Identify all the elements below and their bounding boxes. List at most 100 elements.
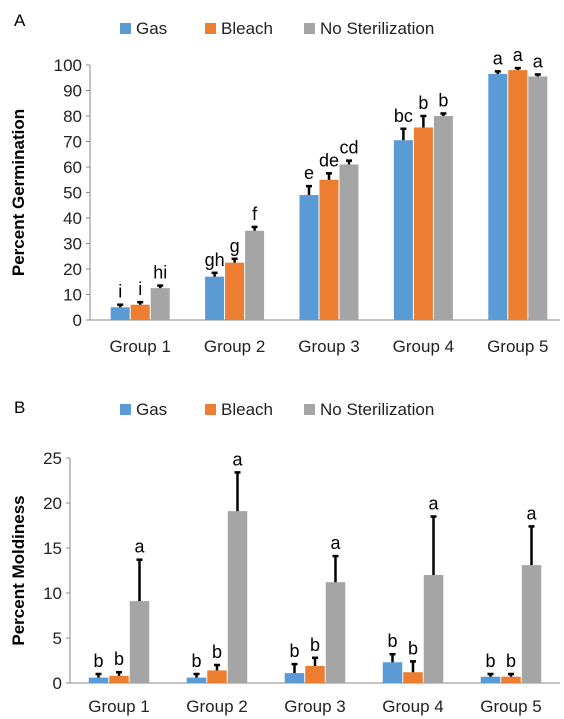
bar-bleach xyxy=(207,670,227,683)
significance-letter: b xyxy=(114,649,124,669)
bar-no-sterilization xyxy=(423,575,444,683)
y-axis-title: Percent Moldiness xyxy=(9,495,28,645)
x-tick-label: Group 2 xyxy=(186,697,247,716)
bar-bleach xyxy=(413,127,433,320)
bar-bleach xyxy=(109,675,129,683)
panel-label: B xyxy=(14,398,25,417)
legend-label: Gas xyxy=(136,19,167,38)
significance-letter: a xyxy=(428,494,439,514)
x-tick-label: Group 5 xyxy=(487,337,548,356)
significance-letter: b xyxy=(93,651,103,671)
significance-letter: g xyxy=(230,236,240,256)
bar-no-sterilization xyxy=(129,601,150,683)
significance-letter: b xyxy=(310,635,320,655)
significance-letter: b xyxy=(485,651,495,671)
bar-gas xyxy=(110,307,130,320)
bar-gas xyxy=(186,677,207,683)
x-tick-label: Group 4 xyxy=(393,337,454,356)
y-tick-label: 10 xyxy=(43,584,62,603)
legend-label: Gas xyxy=(136,400,167,419)
significance-letter: b xyxy=(506,651,516,671)
bar-no-sterilization xyxy=(150,288,170,320)
y-tick-label: 20 xyxy=(63,260,82,279)
significance-letter: hi xyxy=(153,263,167,283)
y-tick-label: 30 xyxy=(63,235,82,254)
y-tick-label: 90 xyxy=(63,82,82,101)
significance-letter: e xyxy=(304,163,314,183)
y-tick-label: 100 xyxy=(54,56,82,75)
x-tick-label: Group 3 xyxy=(298,337,359,356)
y-tick-label: 15 xyxy=(43,539,62,558)
bar-no-sterilization xyxy=(325,582,346,683)
bar-gas xyxy=(205,276,225,320)
y-axis-title: Percent Germination xyxy=(9,109,28,276)
bar-gas xyxy=(382,662,403,683)
bar-no-sterilization xyxy=(528,76,548,320)
bar-gas xyxy=(393,140,413,320)
legend-label: Bleach xyxy=(221,19,273,38)
y-tick-label: 20 xyxy=(43,494,62,513)
bar-gas xyxy=(88,677,109,683)
legend-label: No Sterilization xyxy=(320,19,434,38)
bar-bleach xyxy=(319,179,339,320)
chart-panel-b: B Gas Bleach No Sterilization 0 5 10 15 20 25 Perc… xyxy=(9,398,560,716)
x-tick-label: Group 5 xyxy=(480,697,541,716)
significance-letter: cd xyxy=(339,138,358,158)
bar-bleach xyxy=(225,262,245,320)
x-tick-label: Group 3 xyxy=(284,697,345,716)
significance-letter: a xyxy=(533,51,544,71)
bar-bleach xyxy=(501,676,521,683)
significance-letter: b xyxy=(408,638,418,658)
bar-no-sterilization xyxy=(245,230,265,320)
significance-letter: a xyxy=(513,45,524,65)
y-tick-label: 40 xyxy=(63,209,82,228)
significance-letter: de xyxy=(319,150,339,170)
significance-letter: a xyxy=(232,449,243,469)
legend-swatch xyxy=(120,23,131,34)
y-tick-label: 50 xyxy=(63,184,82,203)
x-tick-label: Group 4 xyxy=(382,697,443,716)
y-tick-label: 60 xyxy=(63,158,82,177)
significance-letter: i xyxy=(118,282,122,302)
x-tick-label: Group 1 xyxy=(88,697,149,716)
bar-bleach xyxy=(508,70,528,320)
significance-letter: b xyxy=(438,90,448,110)
legend-swatch xyxy=(205,404,216,415)
significance-letter: i xyxy=(138,279,142,299)
y-tick-label: 80 xyxy=(63,107,82,126)
bar-no-sterilization xyxy=(339,164,359,320)
significance-letter: a xyxy=(526,503,537,523)
significance-letter: a xyxy=(134,537,145,557)
legend-swatch xyxy=(205,23,216,34)
bar-no-sterilization xyxy=(227,511,248,683)
bar-gas xyxy=(480,676,501,683)
bar-gas xyxy=(299,195,319,320)
panel-label: A xyxy=(14,11,26,30)
bar-gas xyxy=(488,73,508,320)
y-tick-label: 70 xyxy=(63,133,82,152)
y-tick-label: 10 xyxy=(63,286,82,305)
significance-letter: b xyxy=(418,93,428,113)
significance-letter: b xyxy=(212,642,222,662)
y-tick-label: 5 xyxy=(53,629,62,648)
legend-label: No Sterilization xyxy=(320,400,434,419)
significance-letter: gh xyxy=(205,250,225,270)
significance-letter: a xyxy=(330,533,341,553)
bar-bleach xyxy=(403,672,423,683)
bar-bleach xyxy=(305,665,325,683)
significance-letter: b xyxy=(191,651,201,671)
bar-no-sterilization xyxy=(433,116,453,320)
legend-swatch xyxy=(304,23,315,34)
significance-letter: f xyxy=(252,204,258,224)
significance-letter: b xyxy=(289,641,299,661)
legend-label: Bleach xyxy=(221,400,273,419)
legend-swatch xyxy=(304,404,315,415)
significance-letter: a xyxy=(493,48,504,68)
y-tick-label: 0 xyxy=(53,674,62,693)
y-tick-label: 0 xyxy=(73,311,82,330)
y-tick-label: 25 xyxy=(43,449,62,468)
significance-letter: bc xyxy=(394,106,413,126)
bar-gas xyxy=(284,673,305,683)
chart-panel-a: A Gas Bleach No Sterilization 0 10 20 30 40 50 60 7… xyxy=(9,11,560,356)
